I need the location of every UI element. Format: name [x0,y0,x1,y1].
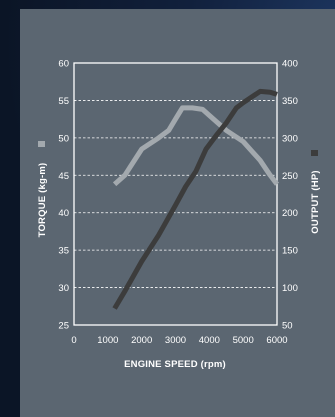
y-right-tick-label: 150 [282,246,298,257]
y-right-tick-label: 50 [282,321,293,332]
y-left-tick-label: 55 [58,96,69,107]
x-axis-title: ENGINE SPEED (rpm) [124,359,226,370]
y-right-tick-label: 300 [282,133,298,144]
output-legend-swatch [311,150,318,156]
x-tick-label: 4000 [199,335,220,346]
y-axis-right-label: OUTPUT (HP) [310,170,321,233]
x-tick-label: 5000 [233,335,254,346]
torque-series-line [112,105,279,187]
series-lines [112,88,279,310]
y-right-tick-label: 400 [282,59,298,70]
x-tick-label: 3000 [165,335,186,346]
y-left-tick-label: 40 [58,208,69,219]
x-tick-label: 2000 [131,335,152,346]
y-axis-right-title: OUTPUT (HP) [310,150,321,234]
y-left-tick-label: 30 [58,283,69,294]
y-left-tick-label: 35 [58,246,69,257]
x-tick-label: 0 [71,335,76,346]
y-right-tick-label: 200 [282,208,298,219]
tick-labels: 2530354045505560501001502002503003504000… [58,59,297,347]
y-right-tick-label: 100 [282,283,298,294]
plot-area [73,62,278,326]
y-axis-left-label: TORQUE (kg-m) [37,163,48,238]
output-series-line [112,88,278,310]
torque-legend-swatch [38,141,45,147]
y-axis-left-title: TORQUE (kg-m) [37,141,48,237]
y-right-tick-label: 350 [282,96,298,107]
y-left-tick-label: 25 [58,321,69,332]
y-right-tick-label: 250 [282,171,298,182]
y-left-tick-label: 50 [58,133,69,144]
y-left-tick-label: 45 [58,171,69,182]
y-left-tick-label: 60 [58,59,69,70]
x-tick-label: 1000 [97,335,118,346]
grid-lines [74,100,277,288]
x-tick-label: 6000 [266,335,287,346]
